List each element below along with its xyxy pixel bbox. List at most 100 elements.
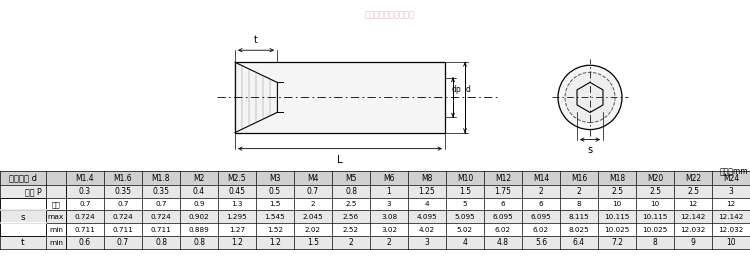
Text: 0.711: 0.711: [112, 227, 134, 233]
Text: 1.2: 1.2: [231, 238, 243, 247]
Text: 2: 2: [310, 201, 315, 207]
Text: 0.35: 0.35: [115, 187, 131, 196]
Text: 0.9: 0.9: [194, 201, 205, 207]
Text: 0.8: 0.8: [193, 238, 205, 247]
Text: 0.3: 0.3: [79, 187, 91, 196]
Text: M1.6: M1.6: [114, 174, 132, 183]
Text: 1.5: 1.5: [269, 201, 280, 207]
Text: 0.724: 0.724: [112, 214, 134, 220]
Text: M10: M10: [457, 174, 473, 183]
Text: M2.5: M2.5: [228, 174, 246, 183]
Text: 4.02: 4.02: [419, 227, 435, 233]
Text: 1.5: 1.5: [459, 187, 471, 196]
Bar: [0, 223, 750, 236]
Text: 1.545: 1.545: [265, 214, 285, 220]
Text: 12: 12: [688, 201, 698, 207]
Text: M16: M16: [571, 174, 587, 183]
Text: 螺距 P: 螺距 P: [25, 187, 41, 196]
Text: 10.115: 10.115: [642, 214, 668, 220]
Text: 0.8: 0.8: [345, 187, 357, 196]
Text: 4.095: 4.095: [417, 214, 437, 220]
Text: 6: 6: [501, 201, 506, 207]
Text: 1.25: 1.25: [419, 187, 435, 196]
Text: 10: 10: [650, 201, 660, 207]
Circle shape: [565, 72, 615, 122]
Text: M6: M6: [383, 174, 394, 183]
Text: 2.5: 2.5: [649, 187, 661, 196]
Circle shape: [558, 65, 622, 130]
Text: 6.095: 6.095: [531, 214, 551, 220]
Text: 12.142: 12.142: [718, 214, 744, 220]
Text: 4: 4: [463, 238, 467, 247]
Text: 12.142: 12.142: [680, 214, 706, 220]
Text: 2.52: 2.52: [343, 227, 359, 233]
Text: M12: M12: [495, 174, 511, 183]
Text: d: d: [466, 85, 471, 94]
Text: s: s: [587, 145, 592, 155]
Text: 2.045: 2.045: [302, 214, 323, 220]
Text: 6.02: 6.02: [533, 227, 549, 233]
Text: 0.4: 0.4: [193, 187, 205, 196]
Text: 2: 2: [538, 187, 543, 196]
Text: M18: M18: [609, 174, 625, 183]
Bar: [0, 210, 750, 223]
Text: 0.7: 0.7: [117, 201, 129, 207]
Text: 10: 10: [726, 238, 736, 247]
Text: 3: 3: [424, 238, 430, 247]
Text: 8.115: 8.115: [568, 214, 590, 220]
Text: 0.7: 0.7: [80, 201, 91, 207]
Text: 0.5: 0.5: [269, 187, 281, 196]
Text: 0.902: 0.902: [189, 214, 209, 220]
Text: M24: M24: [723, 174, 739, 183]
Text: 5.095: 5.095: [454, 214, 476, 220]
Text: 1.75: 1.75: [494, 187, 512, 196]
Text: 3.02: 3.02: [381, 227, 397, 233]
Text: 0.7: 0.7: [155, 201, 166, 207]
Text: L: L: [338, 155, 343, 165]
Text: 2.02: 2.02: [305, 227, 321, 233]
Text: M20: M20: [646, 174, 663, 183]
Text: 1.295: 1.295: [226, 214, 248, 220]
Text: 4.8: 4.8: [497, 238, 509, 247]
Text: M4: M4: [308, 174, 319, 183]
Text: 0.6: 0.6: [79, 238, 91, 247]
Text: 9: 9: [691, 238, 695, 247]
Text: t: t: [21, 238, 25, 247]
Text: 2.5: 2.5: [345, 201, 357, 207]
Text: M1.4: M1.4: [76, 174, 94, 183]
Text: 0.7: 0.7: [117, 238, 129, 247]
Text: 12: 12: [726, 201, 736, 207]
Text: 1.27: 1.27: [229, 227, 245, 233]
Text: max: max: [48, 214, 64, 220]
Text: 无锡华人五金有限公司: 无锡华人五金有限公司: [365, 11, 415, 20]
Text: dp: dp: [452, 85, 462, 94]
Text: 4: 4: [424, 201, 429, 207]
Text: 5: 5: [463, 201, 467, 207]
Text: M2: M2: [194, 174, 205, 183]
Text: 8: 8: [652, 238, 657, 247]
Text: 10.025: 10.025: [604, 227, 630, 233]
Bar: [0, 198, 750, 210]
Text: 公称直径 d: 公称直径 d: [9, 174, 37, 183]
Text: 3.08: 3.08: [381, 214, 397, 220]
Text: 2.5: 2.5: [687, 187, 699, 196]
Bar: [0, 171, 750, 185]
Text: 0.8: 0.8: [155, 238, 167, 247]
Text: 8.025: 8.025: [568, 227, 590, 233]
Text: 2: 2: [387, 238, 392, 247]
Text: 5.02: 5.02: [457, 227, 473, 233]
Text: 3: 3: [387, 201, 392, 207]
Text: 0.711: 0.711: [151, 227, 171, 233]
Text: M3: M3: [269, 174, 280, 183]
Text: 12.032: 12.032: [680, 227, 706, 233]
Text: min: min: [49, 240, 63, 246]
Text: 12.032: 12.032: [718, 227, 744, 233]
Text: M22: M22: [685, 174, 701, 183]
Text: 7.2: 7.2: [611, 238, 623, 247]
Text: 1.52: 1.52: [267, 227, 283, 233]
Text: 2.56: 2.56: [343, 214, 359, 220]
Text: 0.711: 0.711: [74, 227, 95, 233]
Text: 0.724: 0.724: [74, 214, 95, 220]
Text: M1.8: M1.8: [152, 174, 170, 183]
Text: 单位：mm: 单位：mm: [719, 167, 748, 176]
